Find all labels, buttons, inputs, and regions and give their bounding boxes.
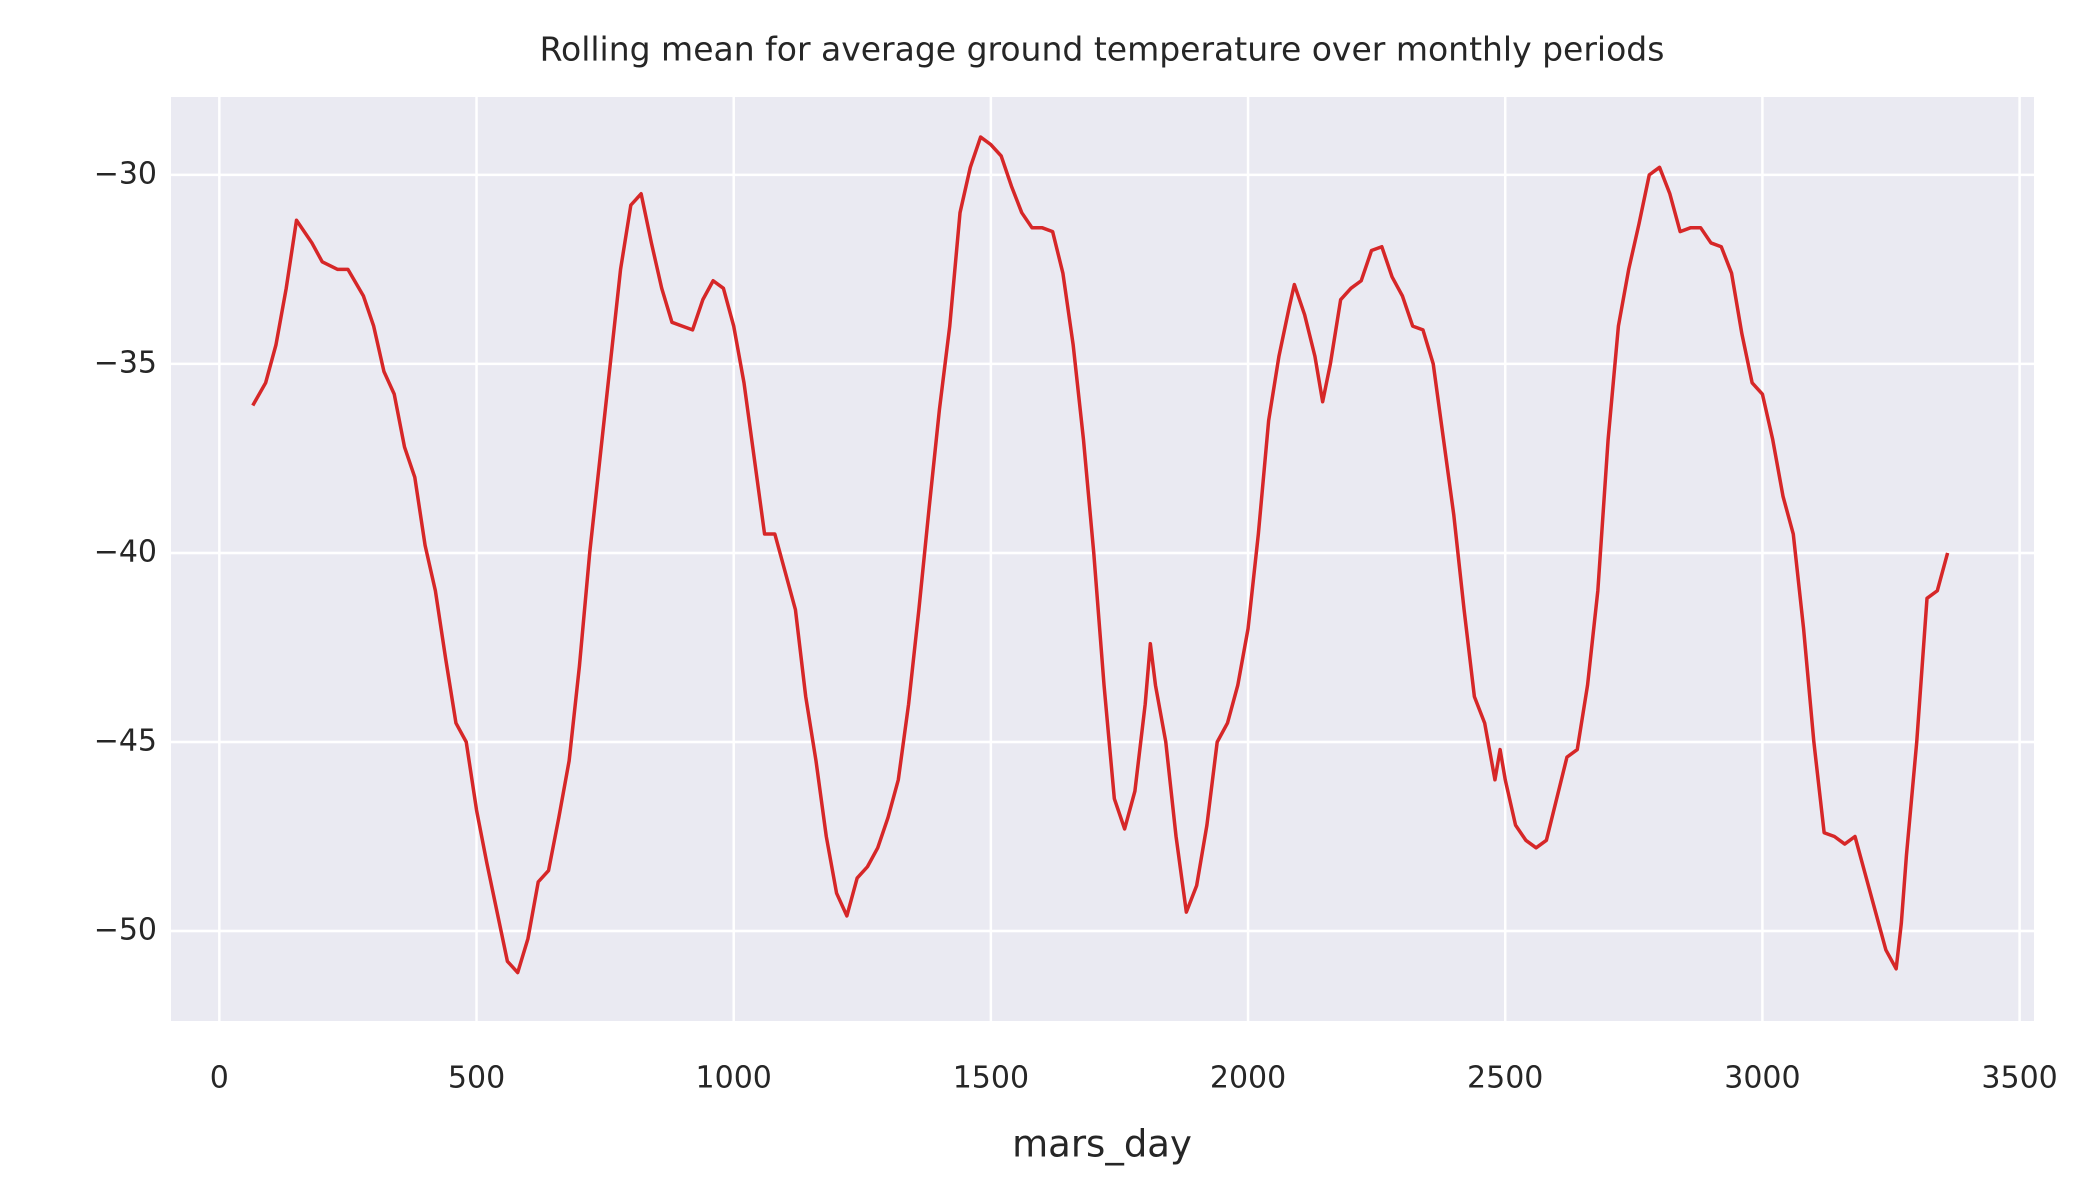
y-tick-label: −45: [94, 723, 157, 758]
x-tick-label: 2500: [1467, 1061, 1543, 1096]
x-tick-label: 0: [210, 1061, 229, 1096]
x-tick-label: 3500: [1981, 1061, 2057, 1096]
line: [251, 135, 1950, 975]
x-tick-label: 500: [448, 1061, 505, 1096]
plot-area: [171, 97, 2034, 1021]
x-axis-label: mars_day: [1012, 1123, 1192, 1166]
x-tick-label: 1500: [953, 1061, 1029, 1096]
y-tick-label: −50: [94, 913, 157, 948]
x-tick-label: 2000: [1210, 1061, 1286, 1096]
x-tick-label: 1000: [696, 1061, 772, 1096]
y-tick-label: −35: [94, 345, 157, 380]
chart-title: Rolling mean for average ground temperat…: [540, 30, 1665, 69]
x-tick-label: 3000: [1724, 1061, 1800, 1096]
y-tick-label: −30: [94, 156, 157, 191]
y-tick-label: −40: [94, 534, 157, 569]
